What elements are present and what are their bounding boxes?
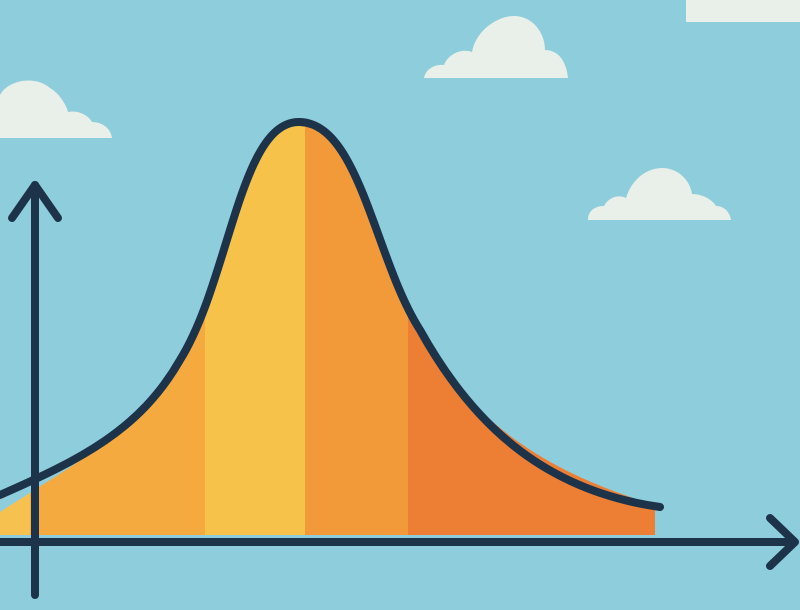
- x-axis: [0, 514, 799, 570]
- bell-curve: [0, 117, 664, 511]
- cloud-top-center: [424, 16, 568, 78]
- cloud-right: [588, 168, 731, 220]
- cloud-left: [0, 80, 112, 138]
- cloud-top-right: [686, 0, 800, 22]
- x-axis-arrow-icon: [766, 514, 799, 570]
- y-axis-arrow-icon: [8, 181, 62, 222]
- y-axis: [8, 181, 62, 599]
